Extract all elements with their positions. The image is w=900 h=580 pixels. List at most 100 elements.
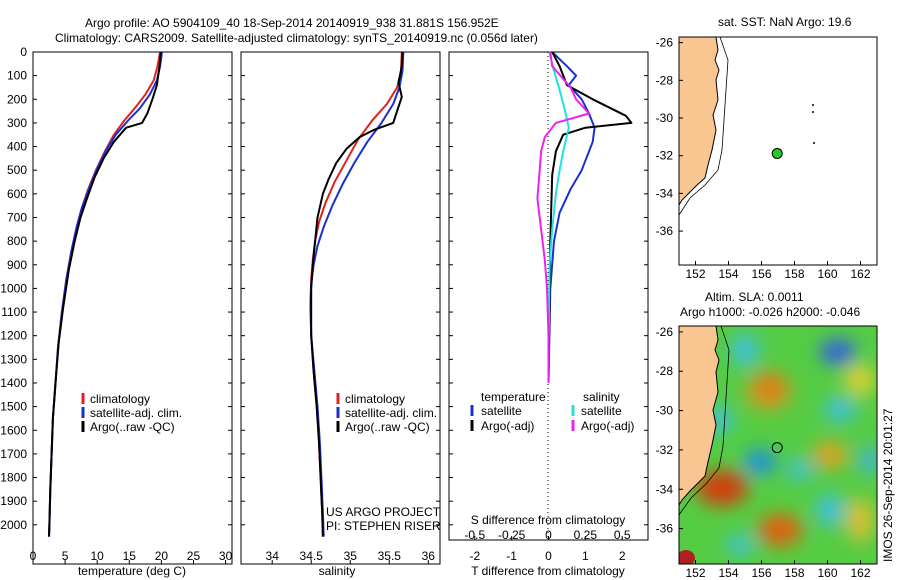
title-line-2: Climatology: CARS2009. Satellite-adjuste… — [55, 31, 538, 45]
sla-map: Altim. SLA: 0.0011 Argo h1000: -0.026 h2… — [656, 290, 878, 580]
sla-blob — [860, 446, 877, 474]
legend-label: Argo(..raw -QC) — [345, 420, 430, 434]
x-top-tick-label: -0.25 — [498, 528, 526, 542]
map-x-tick-label: 158 — [784, 566, 804, 580]
y-tick-label: 800 — [7, 234, 27, 248]
x-tick-label: 35.5 — [378, 549, 402, 563]
map-x-tick-label: 162 — [850, 267, 870, 281]
land-australia — [679, 326, 720, 506]
sla-blob — [758, 514, 802, 546]
salinity-panel: 34 34.5 35 35.5 36 climatology satellite-adj… — [240, 51, 441, 578]
island-dot — [813, 142, 815, 144]
map-y-tick-label: -36 — [656, 224, 674, 238]
x-tick-label: 10 — [91, 549, 105, 563]
map-x-tick-label: 156 — [751, 566, 771, 580]
map-y-tick-label: -34 — [656, 482, 674, 496]
sla-blob — [744, 450, 776, 474]
timestamp: IMOS 26-Sep-2014 20:01:27 — [881, 408, 895, 562]
sla-subtitle: Argo h1000: -0.026 h2000: -0.046 — [680, 305, 860, 319]
legend-label: climatology — [90, 392, 150, 406]
sla-blob — [726, 535, 754, 555]
x-top-tick-label: -0.5 — [464, 528, 485, 542]
legend-title-temperature: temperature — [481, 390, 546, 404]
y-tick-label: 700 — [7, 210, 27, 224]
series-line-temperature-argo-adj- — [547, 51, 633, 384]
map-y-tick-label: -30 — [656, 111, 674, 125]
x-tick-label: 1 — [582, 549, 589, 563]
x-tick-label: 36 — [422, 549, 436, 563]
sla-blob — [744, 372, 792, 412]
sla-title: Altim. SLA: 0.0011 — [705, 290, 804, 304]
argo-marker-sla — [771, 442, 783, 454]
legend-label: Argo(-adj) — [481, 419, 534, 433]
legend-label: Argo(-adj) — [581, 419, 634, 433]
difference-panel: temperature satellite Argo(-adj) salinit… — [448, 51, 649, 578]
map-x-tick-label: 152 — [685, 566, 705, 580]
y-tick-label: 2000 — [0, 518, 27, 532]
map-y-tick-label: -28 — [656, 364, 674, 378]
map-y-tick-label: -30 — [656, 404, 674, 418]
x-tick-label: 35 — [344, 549, 358, 563]
x-tick-label: 34.5 — [300, 549, 324, 563]
temperature-legend: climatology satellite-adj. clim. Argo(..… — [81, 392, 182, 434]
temperature-xlabel: temperature (deg C) — [78, 564, 186, 578]
credit-line-2: PI: STEPHEN RISER — [326, 519, 441, 533]
sla-blob — [696, 470, 748, 506]
x-tick-label: 0 — [545, 549, 552, 563]
x-tick-label: 34 — [266, 549, 280, 563]
difference-legend: temperature satellite Argo(-adj) salinit… — [470, 390, 634, 433]
sla-map-frame — [678, 325, 878, 565]
sla-blob — [816, 494, 844, 526]
salinity-legend: climatology satellite-adj. clim. Argo(..… — [336, 392, 437, 434]
y-tick-label: 1200 — [0, 329, 27, 343]
sla-blob — [820, 339, 856, 365]
series-line-salinity-satellite — [547, 51, 570, 384]
x-tick-label: -1 — [506, 549, 517, 563]
y-tick-label: 1600 — [0, 423, 27, 437]
map-x-tick-label: 154 — [718, 566, 738, 580]
map-x-tick-label: 158 — [784, 267, 804, 281]
y-tick-label: 1900 — [0, 494, 27, 508]
land-australia — [679, 37, 720, 206]
y-tick-label: 400 — [7, 140, 27, 154]
y-tick-label: 1000 — [0, 281, 27, 295]
x-tick-label: -2 — [469, 549, 480, 563]
y-tick-label: 300 — [7, 116, 27, 130]
salinity-axes-frame — [240, 51, 441, 565]
sla-blob — [844, 364, 876, 396]
y-tick-label: 1400 — [0, 376, 27, 390]
x-tick-label: 25 — [187, 549, 201, 563]
map-x-tick-label: 156 — [751, 267, 771, 281]
y-tick-label: 1700 — [0, 447, 27, 461]
y-tick-label: 1100 — [1, 305, 27, 319]
credit-line-1: US ARGO PROJECT — [326, 505, 441, 519]
x-tick-label: 30 — [219, 549, 233, 563]
temperature-axes-frame — [32, 51, 233, 565]
island-dot — [812, 104, 814, 106]
legend-label: climatology — [345, 392, 405, 406]
map-y-tick-label: -28 — [656, 73, 674, 87]
sst-map-frame — [678, 36, 878, 266]
map-y-tick-label: -26 — [656, 325, 674, 339]
sla-blob — [786, 460, 814, 480]
sla-blob — [731, 334, 759, 366]
map-y-tick-label: -32 — [656, 443, 674, 457]
legend-label: satellite-adj. clim. — [90, 406, 182, 420]
map-x-tick-label: 160 — [817, 267, 837, 281]
land-corner-bottom — [679, 550, 695, 564]
x-tick-label: 15 — [123, 549, 137, 563]
series-line-argo-raw-qc- — [310, 51, 404, 537]
sst-map: sat. SST: NaN Argo: 19.6 152 154 156 158 160… — [656, 15, 878, 281]
map-x-tick-label: 162 — [850, 566, 870, 580]
argo-marker-sst — [771, 148, 783, 159]
sla-blob — [846, 498, 874, 542]
map-y-tick-label: -34 — [656, 186, 674, 200]
series-line-argo-raw-qc- — [48, 51, 162, 537]
y-tick-label: 600 — [7, 187, 27, 201]
sla-blob — [812, 442, 848, 468]
legend-label: Argo(..raw -QC) — [90, 420, 175, 434]
y-tick-label: 1300 — [0, 352, 27, 366]
x-top-tick-label: 0 — [545, 528, 552, 542]
x-tick-label: 5 — [62, 549, 69, 563]
